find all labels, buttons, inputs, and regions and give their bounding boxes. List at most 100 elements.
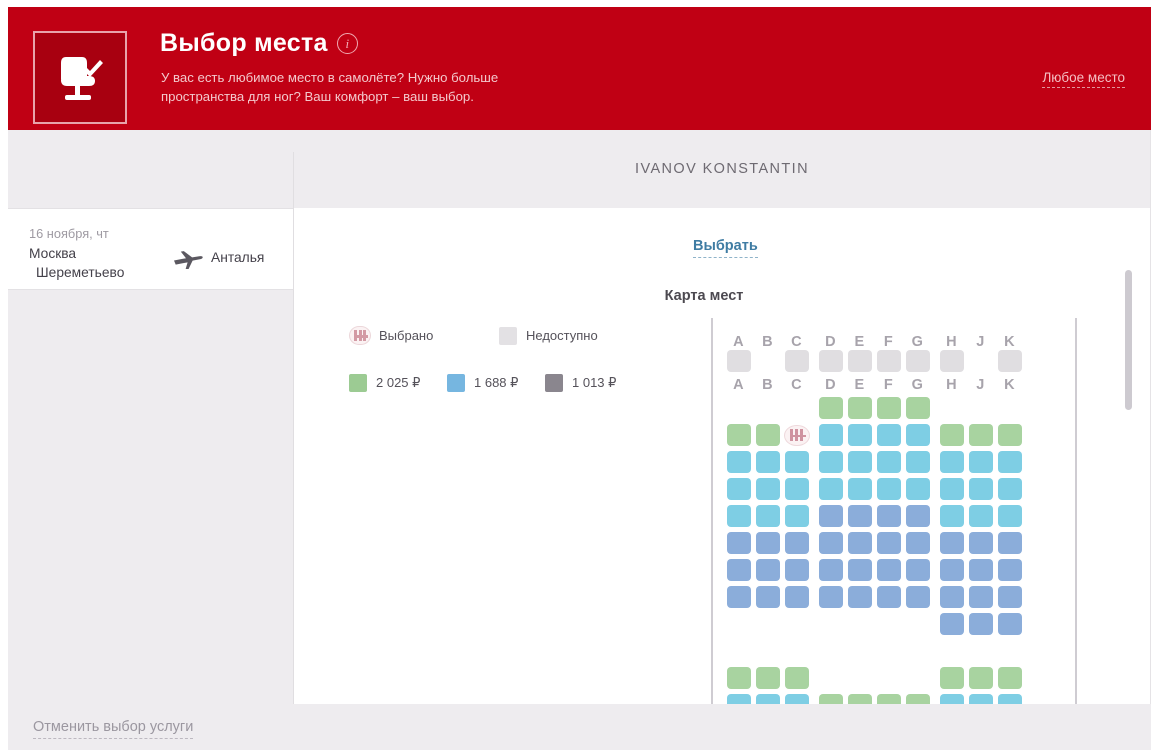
seat-available[interactable] xyxy=(782,505,811,527)
seat-available[interactable] xyxy=(845,505,874,527)
seat-available[interactable] xyxy=(782,451,811,473)
seat-available[interactable] xyxy=(874,505,903,527)
seat-available[interactable] xyxy=(966,424,995,446)
seat-available[interactable] xyxy=(966,586,995,608)
info-icon[interactable]: i xyxy=(336,33,358,54)
seat-available[interactable] xyxy=(966,478,995,500)
seat-available[interactable] xyxy=(937,586,966,608)
seat-available[interactable] xyxy=(995,559,1024,581)
seat-available[interactable] xyxy=(724,451,753,473)
seat-available[interactable] xyxy=(816,451,845,473)
seat-available[interactable] xyxy=(903,451,932,473)
seat-available[interactable] xyxy=(845,424,874,446)
seat-available[interactable] xyxy=(874,559,903,581)
seat-available[interactable] xyxy=(903,505,932,527)
seat-available[interactable] xyxy=(753,694,782,704)
seat-available[interactable] xyxy=(937,478,966,500)
seat-available[interactable] xyxy=(724,694,753,704)
seat-available[interactable] xyxy=(782,478,811,500)
seat-available[interactable] xyxy=(816,424,845,446)
seat-available[interactable] xyxy=(937,667,966,689)
vertical-scrollbar-track[interactable] xyxy=(1124,208,1134,704)
seat-available[interactable] xyxy=(874,694,903,704)
seat-available[interactable] xyxy=(995,694,1024,704)
seat-available[interactable] xyxy=(874,532,903,554)
seat-available[interactable] xyxy=(937,559,966,581)
seat-available[interactable] xyxy=(903,586,932,608)
seat-available[interactable] xyxy=(816,586,845,608)
seat-available[interactable] xyxy=(816,532,845,554)
seat-available[interactable] xyxy=(753,586,782,608)
seat-available[interactable] xyxy=(816,397,845,419)
seat-available[interactable] xyxy=(937,424,966,446)
seat-available[interactable] xyxy=(845,397,874,419)
seat-available[interactable] xyxy=(816,559,845,581)
seat-available[interactable] xyxy=(995,613,1024,635)
seat-available[interactable] xyxy=(874,451,903,473)
seat-available[interactable] xyxy=(966,559,995,581)
seat-available[interactable] xyxy=(995,505,1024,527)
seat-available[interactable] xyxy=(966,451,995,473)
seat-available[interactable] xyxy=(966,667,995,689)
seat-available[interactable] xyxy=(995,667,1024,689)
any-seat-link[interactable]: Любое место xyxy=(1042,70,1125,88)
seat-available[interactable] xyxy=(753,532,782,554)
seat-available[interactable] xyxy=(966,613,995,635)
seat-available[interactable] xyxy=(816,505,845,527)
seat-available[interactable] xyxy=(995,424,1024,446)
seat-available[interactable] xyxy=(903,694,932,704)
seat-available[interactable] xyxy=(816,478,845,500)
seat-available[interactable] xyxy=(724,667,753,689)
seat-available[interactable] xyxy=(724,586,753,608)
seat-available[interactable] xyxy=(753,424,782,446)
seat-available[interactable] xyxy=(966,505,995,527)
seat-available[interactable] xyxy=(903,532,932,554)
seat-available[interactable] xyxy=(903,559,932,581)
seat-available[interactable] xyxy=(753,667,782,689)
flight-segment-card[interactable]: 16 ноября, чт Москва Шереметьево Анталья xyxy=(8,208,293,290)
seat-available[interactable] xyxy=(995,451,1024,473)
seat-available[interactable] xyxy=(724,559,753,581)
seat-available[interactable] xyxy=(724,478,753,500)
seat-available[interactable] xyxy=(753,505,782,527)
seat-available[interactable] xyxy=(903,478,932,500)
seat-available[interactable] xyxy=(937,505,966,527)
seat-available[interactable] xyxy=(845,532,874,554)
seat-available[interactable] xyxy=(995,532,1024,554)
seat-available[interactable] xyxy=(782,667,811,689)
seat-available[interactable] xyxy=(937,694,966,704)
seat-available[interactable] xyxy=(966,694,995,704)
seat-available[interactable] xyxy=(966,532,995,554)
seat-available[interactable] xyxy=(845,586,874,608)
seat-available[interactable] xyxy=(874,586,903,608)
seat-available[interactable] xyxy=(845,478,874,500)
seat-available[interactable] xyxy=(782,586,811,608)
seat-available[interactable] xyxy=(753,559,782,581)
seat-available[interactable] xyxy=(937,451,966,473)
seat-available[interactable] xyxy=(874,424,903,446)
vertical-scrollbar-thumb[interactable] xyxy=(1125,270,1132,410)
seat-available[interactable] xyxy=(903,397,932,419)
seat-available[interactable] xyxy=(724,505,753,527)
cancel-service-link[interactable]: Отменить выбор услуги xyxy=(33,719,194,739)
seat-selected[interactable] xyxy=(782,424,811,446)
seat-available[interactable] xyxy=(816,694,845,704)
seat-available[interactable] xyxy=(845,451,874,473)
seat-available[interactable] xyxy=(845,559,874,581)
seat-available[interactable] xyxy=(937,532,966,554)
seat-available[interactable] xyxy=(724,424,753,446)
choose-link[interactable]: Выбрать xyxy=(693,238,758,258)
seat-available[interactable] xyxy=(782,532,811,554)
seat-available[interactable] xyxy=(995,586,1024,608)
seat-available[interactable] xyxy=(782,559,811,581)
seat-available[interactable] xyxy=(753,451,782,473)
seat-available[interactable] xyxy=(724,532,753,554)
seat-available[interactable] xyxy=(937,613,966,635)
seat-available[interactable] xyxy=(903,424,932,446)
seat-available[interactable] xyxy=(995,478,1024,500)
seat-available[interactable] xyxy=(753,478,782,500)
seat-available[interactable] xyxy=(845,694,874,704)
seat-available[interactable] xyxy=(874,397,903,419)
seat-available[interactable] xyxy=(874,478,903,500)
seat-available[interactable] xyxy=(782,694,811,704)
